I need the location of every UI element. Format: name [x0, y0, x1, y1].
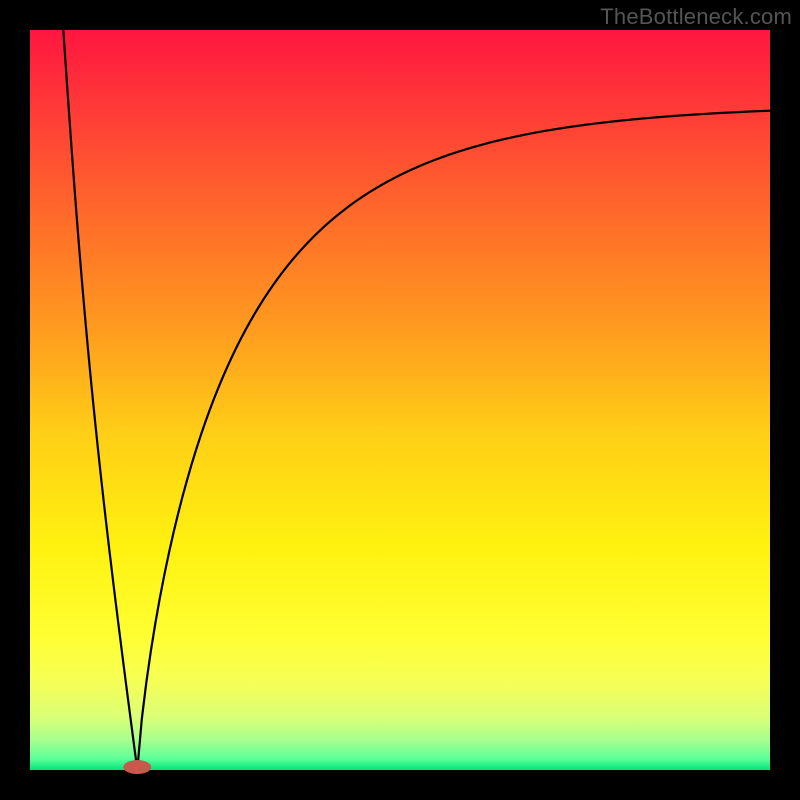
watermark-text: TheBottleneck.com — [600, 4, 792, 30]
optimal-point-marker — [123, 760, 151, 774]
chart-root: TheBottleneck.com — [0, 0, 800, 800]
chart-svg — [0, 0, 800, 800]
plot-background — [30, 30, 770, 770]
